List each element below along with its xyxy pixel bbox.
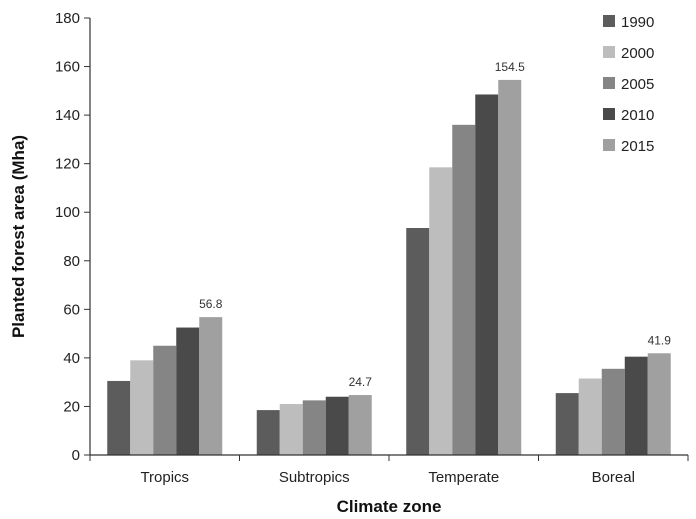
y-tick-label: 80 [63,253,80,270]
bar-subtropics-2000 [279,404,303,455]
y-axis-title: Planted forest area (Mha) [9,135,28,338]
axes [89,18,688,456]
bar-tropics-2005 [153,345,177,455]
legend-label-2010: 2010 [621,107,654,124]
legend-label-2015: 2015 [621,138,654,155]
y-tick-label: 60 [63,301,80,318]
y-tick-label: 0 [72,447,80,464]
y-tick-label: 160 [55,59,80,76]
bar-temperate-2000 [429,167,453,455]
legend-label-2000: 2000 [621,45,654,62]
bar-subtropics-2005 [302,400,326,455]
bar-tropics-2000 [130,360,154,455]
legend-label-1990: 1990 [621,14,654,31]
x-axis-title: Climate zone [337,497,442,516]
bars-group [107,79,671,456]
bar-boreal-2015 [647,353,671,455]
x-tick-label-subtropics: Subtropics [279,469,350,486]
legend-swatch-2005 [603,77,615,89]
legend-swatch-1990 [603,15,615,27]
bar-temperate-1990 [406,228,430,455]
bar-subtropics-1990 [256,410,280,455]
bar-temperate-2015 [498,79,522,456]
data-label: 56.8 [199,297,223,311]
bar-boreal-2010 [624,356,648,455]
data-label: 154.5 [495,60,525,74]
bar-subtropics-2015 [348,395,372,455]
bar-boreal-1990 [555,393,579,455]
bar-tropics-2010 [176,327,200,455]
bar-subtropics-2010 [325,396,349,455]
data-labels-group: 56.8 24.7 154.5 41.9 [199,60,671,389]
legend-swatch-2015 [603,139,615,151]
legend-label-2005: 2005 [621,76,654,93]
bar-tropics-2015 [199,317,223,455]
bar-tropics-1990 [107,380,131,455]
y-tick-label: 40 [63,350,80,367]
x-tick-label-temperate: Temperate [428,469,499,486]
data-label: 24.7 [349,375,373,389]
y-tick-label: 140 [55,107,80,124]
bar-temperate-2010 [475,94,499,455]
y-tick-label: 120 [55,156,80,173]
x-tick-label-tropics: Tropics [140,469,189,486]
y-axis-ticks: 0 20 40 60 80 100 120 140 160 180 [55,10,90,464]
data-label: 41.9 [648,333,672,347]
legend-swatch-2010 [603,108,615,120]
y-tick-label: 100 [55,204,80,221]
x-tick-label-boreal: Boreal [592,469,635,486]
y-tick-label: 180 [55,10,80,27]
x-axis-labels: Tropics Subtropics Temperate Boreal [89,455,689,486]
bar-temperate-2005 [452,124,476,456]
legend: 1990 2000 2005 2010 2015 [603,14,654,155]
bar-boreal-2005 [601,368,625,455]
legend-swatch-2000 [603,46,615,58]
bar-boreal-2000 [578,378,602,455]
y-tick-label: 20 [63,398,80,415]
